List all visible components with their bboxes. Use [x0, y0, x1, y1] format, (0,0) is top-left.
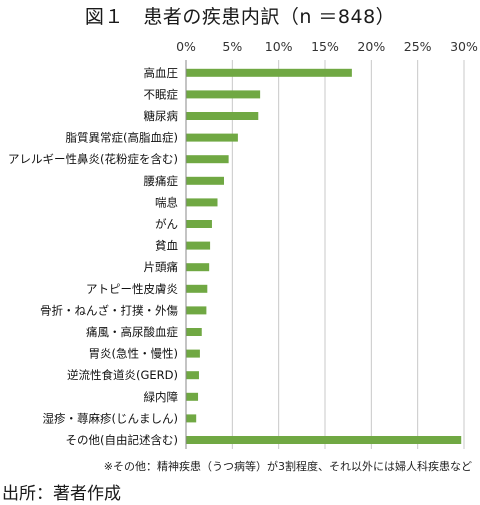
bar [186, 371, 199, 380]
x-tick-label: 15% [311, 39, 339, 54]
category-label: 骨折・ねんざ・打撲・外傷 [40, 303, 178, 317]
x-tick-label: 0% [176, 39, 196, 54]
bar [186, 198, 218, 207]
bar [186, 306, 207, 315]
bar-chart: 0% 5% 10% 15% 20% 25% 30% 高血圧不眠症糖尿病脂質異常症(高脂血症)… [8, 39, 478, 449]
bar [186, 176, 224, 185]
category-label: 緑内障 [144, 390, 179, 404]
bar [186, 112, 259, 120]
bars [186, 68, 462, 444]
bar [186, 284, 208, 293]
bar [186, 263, 210, 272]
category-label: 脂質異常症(高脂血症) [66, 131, 178, 145]
bar [186, 392, 199, 401]
x-tick-label: 20% [357, 39, 385, 54]
bar [186, 436, 462, 444]
gridlines [231, 60, 465, 449]
footnote: ※その他：精神疾患（うつ病等）が3割程度、それ以外には婦人科疾患など [103, 460, 472, 473]
category-label: 胃炎(急性・慢性) [89, 347, 178, 361]
bar [186, 414, 197, 423]
category-label: 腰痛症 [144, 174, 179, 188]
category-label: 糖尿病 [144, 109, 179, 123]
category-label: 喘息 [155, 195, 178, 209]
category-label: 貧血 [155, 239, 178, 253]
category-label: がん [155, 217, 178, 231]
category-label: 片頭痛 [144, 260, 179, 274]
source-caption: 出所：著者作成 [2, 484, 121, 504]
bar [186, 68, 352, 77]
category-label: 逆流性食道炎(GERD) [67, 368, 178, 382]
bar [186, 220, 212, 228]
x-axis-tick-labels: 0% 5% 10% 15% 20% 25% 30% [176, 39, 478, 54]
category-label: アレルギー性鼻炎(花粉症を含む) [8, 152, 178, 166]
x-tick-label: 5% [222, 39, 242, 54]
category-label: 高血圧 [144, 66, 179, 80]
bar [186, 349, 200, 358]
bar [186, 241, 211, 250]
chart-title: 図１ 患者の疾患内訳（n ＝848） [84, 6, 396, 28]
category-label: その他(自由記述含む) [66, 433, 178, 447]
bar [186, 133, 238, 142]
category-label: 不眠症 [144, 87, 179, 101]
category-label: 痛風・高尿酸血症 [86, 325, 178, 339]
x-tick-label: 10% [265, 39, 293, 54]
x-tick-label: 30% [450, 39, 478, 54]
category-label: アトピー性皮膚炎 [86, 282, 178, 296]
bar [186, 155, 229, 164]
x-tick-label: 25% [404, 39, 432, 54]
bar [186, 328, 202, 336]
category-label: 湿疹・蕁麻疹(じんましん) [43, 411, 178, 425]
bar [186, 90, 261, 99]
